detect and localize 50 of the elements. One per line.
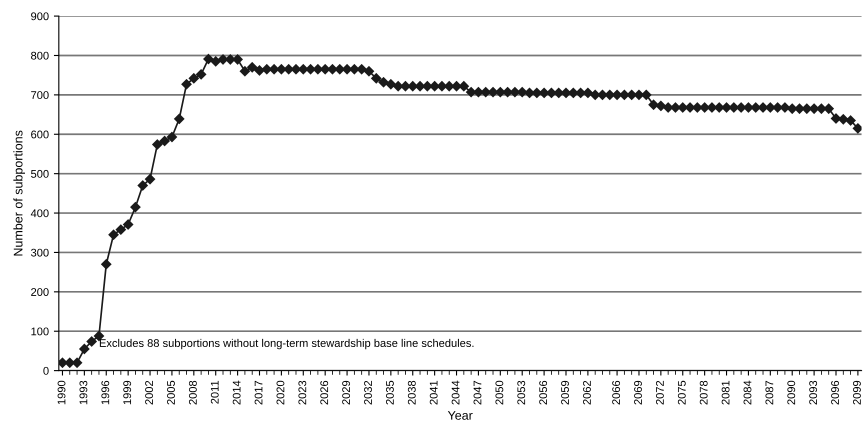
x-axis-title: Year (448, 411, 473, 420)
x-tick-label: 2014 (232, 380, 241, 404)
y-tick-label: 400 (30, 209, 49, 218)
x-tick-label: 2032 (364, 380, 372, 404)
x-tick-label: 2020 (276, 380, 284, 404)
x-tick-label: 2029 (342, 380, 350, 404)
y-tick-label: 500 (31, 170, 49, 178)
x-tick-label: 2026 (320, 380, 328, 404)
x-tick-label: 1990 (58, 380, 66, 404)
x-tick-label: 1999 (123, 380, 132, 404)
x-tick-label: 1996 (101, 380, 110, 404)
x-tick-label: 2050 (495, 380, 504, 404)
x-tick-label: 1993 (79, 380, 88, 404)
y-tick-label: 100 (31, 327, 49, 336)
x-tick-label: 2093 (809, 380, 818, 404)
y-tick-label: 200 (31, 288, 49, 296)
y-tick-label: 700 (31, 91, 49, 100)
x-tick-label: 2090 (787, 380, 796, 404)
y-tick-label: 300 (30, 248, 49, 257)
x-tick-label: 2005 (167, 380, 175, 404)
x-tick-label: 2069 (634, 380, 642, 404)
y-axis-title: Number of subportions (13, 130, 26, 256)
x-tick-label: 2081 (722, 380, 730, 404)
x-tick-label: 2023 (298, 380, 306, 404)
x-tick-label: 2059 (561, 380, 569, 404)
x-tick-label: 2096 (831, 380, 839, 404)
x-tick-label: 2056 (539, 380, 548, 404)
x-tick-label: 2099 (853, 380, 861, 404)
x-tick-label: 2044 (452, 380, 460, 404)
x-tick-label: 2038 (408, 380, 416, 404)
x-tick-label: 2035 (386, 380, 394, 404)
y-tick-label: 800 (31, 52, 49, 60)
x-tick-label: 2084 (744, 380, 752, 404)
x-tick-label: 2053 (517, 380, 526, 404)
x-tick-label: 2078 (700, 380, 708, 404)
x-tick-label: 2008 (188, 380, 197, 404)
y-tick-label: 600 (31, 130, 49, 138)
x-tick-label: 2072 (656, 380, 664, 404)
x-tick-label: 2075 (678, 380, 686, 404)
x-tick-label: 2011 (210, 380, 219, 404)
x-tick-label: 2041 (430, 380, 438, 404)
x-tick-label: 2087 (765, 380, 774, 404)
x-tick-label: 2047 (474, 380, 482, 404)
x-tick-label: 2002 (145, 380, 154, 404)
x-tick-label: 2062 (583, 380, 591, 404)
y-tick-label: 0 (43, 366, 49, 375)
annotation: Excludes 88 subportions without long-term stewardship base line schedules. (100, 338, 474, 350)
x-tick-label: 2017 (254, 380, 262, 404)
x-tick-label: 2066 (612, 380, 620, 404)
y-tick-label: 900 (31, 12, 49, 20)
